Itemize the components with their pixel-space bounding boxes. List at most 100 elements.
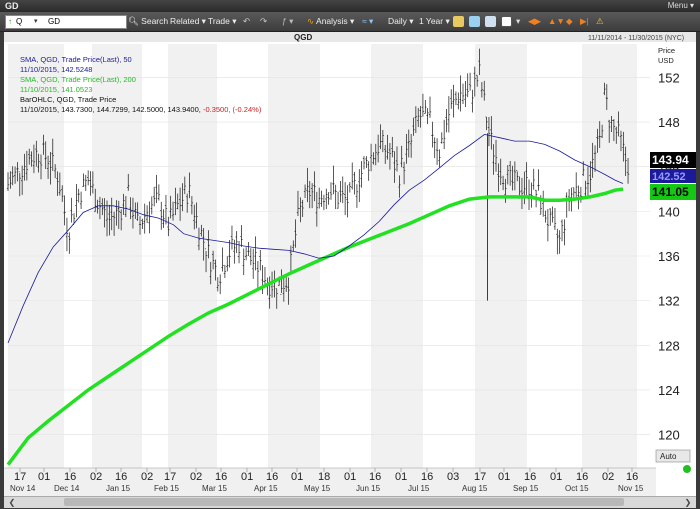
last-price-tag: 143.94 [652, 153, 689, 167]
x-day-label: 01 [550, 471, 562, 483]
x-day-label: 02 [141, 471, 153, 483]
x-day-label: 02 [190, 471, 202, 483]
symbol-prefix: Q [16, 17, 23, 26]
x-month-label: Feb 15 [154, 484, 179, 493]
auto-button-bg[interactable] [655, 449, 691, 463]
x-day-label: 16 [215, 471, 227, 483]
window-titlebar: GD Menu ▾ [0, 0, 700, 12]
x-day-label: 01 [498, 471, 510, 483]
scroll-right-button[interactable]: ❯ [684, 498, 692, 507]
x-day-label: 16 [524, 471, 536, 483]
x-month-label: Aug 15 [462, 484, 488, 493]
legend-ohlc-change: -0.3500, (-0.24%) [203, 105, 262, 114]
sma200-line [6, 187, 624, 466]
y-tick-label: 148 [658, 115, 680, 130]
chart-header-bar [4, 32, 696, 42]
chart-scrollbar[interactable]: ❮ ❯ [4, 496, 696, 508]
x-day-label: 16 [576, 471, 588, 483]
x-axis: 17 01 16 02 16 02 17 02 16 01 16 01 18 01 16 01 16 03 17 01… [10, 468, 644, 493]
x-month-label: Jun 15 [356, 484, 381, 493]
last-price-tag-bg [650, 152, 696, 168]
range-menu[interactable]: 1 Year ▾ [419, 16, 450, 26]
dropdown-arrow-icon[interactable]: ▾ [34, 18, 38, 25]
live-status-icon [683, 465, 691, 473]
price-chart[interactable]: QGD 11/11/2014 - 11/30/2015 (NYC) Price … [4, 32, 696, 496]
scroll-left-icon[interactable]: ◀▶ [528, 16, 542, 26]
price-tags: 143.94 142.52 141.05 [650, 152, 696, 200]
toolbar: ↑ Q ▾ 🔍︎ Search Related ▾ Trade ▾ ↶ ↷ ƒ … [0, 12, 700, 32]
x-month-label: Nov 14 [10, 484, 36, 493]
currency-label: USD [658, 56, 674, 65]
x-day-label: 01 [344, 471, 356, 483]
up-arrow-icon: ↑ [8, 17, 12, 26]
search-icon: 🔍︎ [128, 16, 139, 26]
draw-icon[interactable]: ≈ ▾ [362, 16, 374, 26]
legend-sma200-value: 11/10/2015, 141.0523 [20, 85, 92, 94]
undo-icon[interactable]: ↶ [243, 16, 251, 26]
zoom-in-icon[interactable]: ▲▼ [548, 16, 565, 26]
y-tick-label: 128 [658, 338, 680, 353]
x-month-label: Apr 15 [254, 484, 278, 493]
sma200-tag-bg [650, 184, 696, 200]
analysis-menu[interactable]: ∿ Analysis ▾ [307, 16, 355, 26]
x-day-label: 01 [241, 471, 253, 483]
legend-ohlc-title: BarOHLC, QGD, Trade Price [20, 95, 116, 104]
settings-icon[interactable]: ▾ [516, 16, 521, 26]
y-axis: 120124128132136140144148152 [658, 70, 680, 442]
x-day-label: 17 [164, 471, 176, 483]
scroll-left-button[interactable]: ❮ [8, 498, 16, 507]
x-day-label: 16 [421, 471, 433, 483]
y-tick-label: 132 [658, 294, 680, 309]
legend-ohlc-value: 11/10/2015, 143.7300, 144.7299, 142.5000… [20, 105, 203, 114]
trade-menu[interactable]: Trade ▾ [208, 16, 237, 26]
sma50-tag-bg [650, 169, 696, 183]
zoom-icon[interactable]: ◆ [566, 16, 573, 26]
x-day-label: 16 [626, 471, 638, 483]
x-day-label: 16 [369, 471, 381, 483]
compare-icon[interactable] [469, 15, 480, 28]
chart-panel[interactable]: QGD 11/11/2014 - 11/30/2015 (NYC) Price … [4, 32, 696, 496]
auto-button[interactable]: Auto [660, 452, 677, 461]
date-range: 11/11/2014 - 11/30/2015 (NYC) [588, 35, 684, 42]
x-month-label: Sep 15 [513, 484, 539, 493]
period-menu[interactable]: Daily ▾ [388, 16, 414, 26]
indicator-icon[interactable] [485, 15, 496, 28]
x-month-label: May 15 [304, 484, 331, 493]
x-month-label: Jan 15 [106, 484, 131, 493]
x-month-label: Dec 14 [54, 484, 80, 493]
analysis-icon: ∿ [307, 16, 315, 26]
sma200-tag: 141.05 [652, 185, 689, 199]
y-tick-label: 120 [658, 428, 680, 443]
x-day-label: 16 [266, 471, 278, 483]
x-day-label: 02 [602, 471, 614, 483]
y-tick-label: 152 [658, 70, 680, 85]
x-day-label: 01 [395, 471, 407, 483]
symbol-input[interactable] [46, 16, 128, 27]
x-day-label: 01 [38, 471, 50, 483]
x-day-label: 01 [291, 471, 303, 483]
y-tick-label: 140 [658, 204, 680, 219]
grid-lines [8, 77, 650, 435]
layout-icon[interactable] [501, 15, 512, 28]
x-day-label: 17 [14, 471, 26, 483]
x-day-label: 03 [447, 471, 459, 483]
redo-icon[interactable]: ↷ [260, 16, 268, 26]
scrollbar-thumb[interactable] [64, 498, 624, 506]
menu-button[interactable]: Menu ▾ [667, 1, 694, 10]
x-month-label: Jul 15 [408, 484, 430, 493]
x-day-label: 17 [474, 471, 486, 483]
x-month-label: Nov 15 [618, 484, 644, 493]
symbol-box[interactable]: ↑ Q ▾ [5, 15, 128, 29]
scroll-end-icon[interactable]: ▶| [580, 16, 589, 26]
ohlc-bars [6, 48, 630, 309]
sma50-line [7, 133, 624, 344]
x-day-label: 16 [64, 471, 76, 483]
related-menu[interactable]: Related ▾ [170, 16, 206, 26]
y-tick-label: 124 [658, 383, 680, 398]
chart-type-icon[interactable] [453, 15, 464, 28]
search-button[interactable]: 🔍︎ Search [128, 16, 169, 26]
legend-sma200-title: SMA, QGD, Trade Price(Last), 200 [20, 75, 136, 84]
function-icon[interactable]: ƒ ▾ [282, 16, 294, 26]
alert-icon[interactable]: ⚠︎ [596, 16, 604, 26]
x-month-label: Mar 15 [202, 484, 227, 493]
